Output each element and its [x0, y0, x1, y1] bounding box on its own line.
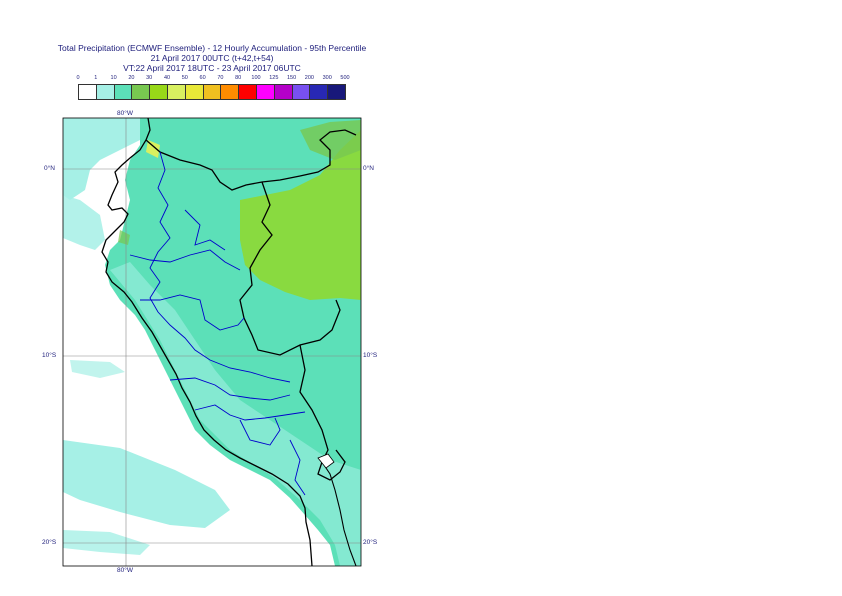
ocean-precip-sw [63, 440, 230, 528]
lat-label-left-0: 0°N [44, 165, 55, 172]
lat-label-left-10: 10°S [42, 352, 57, 359]
admin-boundary-6 [239, 417, 281, 446]
legend-threshold-label: 70 [217, 75, 224, 81]
map-title-line3: VT:22 April 2017 18UTC - 23 April 2017 0… [123, 63, 301, 73]
admin-boundary-2 [129, 249, 241, 271]
map-title-line1: Total Precipitation (ECMWF Ensemble) - 1… [57, 43, 367, 53]
legend-threshold-label: 125 [269, 75, 279, 81]
map-frame [62, 117, 362, 567]
ocean-precip-s [63, 530, 150, 555]
lat-label-right-0: 0°N [363, 165, 374, 172]
lon-label-bottom: 80°W [117, 567, 133, 574]
legend-threshold-label: 0 [76, 75, 80, 81]
admin-boundary-4 [169, 377, 291, 401]
border-ecuador-colombia [145, 129, 357, 191]
lat-label-right-20: 20°S [363, 539, 378, 546]
admin-boundary-3 [140, 294, 245, 331]
legend-threshold-label: 30 [146, 75, 153, 81]
coastal-light-band [110, 262, 361, 566]
legend-threshold-label: 1 [94, 75, 98, 81]
heavy-precip-spot-2 [118, 230, 130, 245]
lat-label-left-20: 20°S [42, 539, 57, 546]
lat-label-right-10: 10°S [363, 352, 378, 359]
ocean-precip-nw [63, 118, 150, 200]
legend-threshold-label: 80 [235, 75, 242, 81]
lon-label-top: 80°W [117, 110, 133, 117]
legend-threshold-label: 500 [340, 75, 350, 81]
admin-boundary-7 [289, 439, 306, 496]
ocean-precip-w [63, 195, 105, 250]
legend-threshold-label: 10 [110, 75, 117, 81]
legend-threshold-label: 300 [322, 75, 332, 81]
border-bolivia-chile [321, 461, 357, 566]
heavy-precip-spot [146, 140, 160, 158]
legend-threshold-label: 100 [251, 75, 261, 81]
legend-threshold-label: 200 [304, 75, 314, 81]
legend-threshold-label: 20 [128, 75, 135, 81]
admin-boundary-5 [194, 404, 306, 421]
admin-boundary-1 [149, 151, 291, 383]
admin-boundary-8 [184, 209, 226, 251]
ocean-precip-mid [70, 360, 125, 378]
legend-threshold-label: 40 [163, 75, 171, 81]
map-title-line2: 21 April 2017 00UTC (t+42,t+54) [150, 53, 274, 63]
legend-threshold-label: 150 [287, 75, 297, 81]
legend-threshold-label: 60 [199, 75, 206, 81]
coastline [101, 118, 313, 566]
legend-color-box [327, 84, 346, 100]
legend-threshold-label: 50 [181, 75, 188, 81]
lake-titicaca [317, 453, 335, 469]
heavy-precip-east [240, 130, 361, 300]
